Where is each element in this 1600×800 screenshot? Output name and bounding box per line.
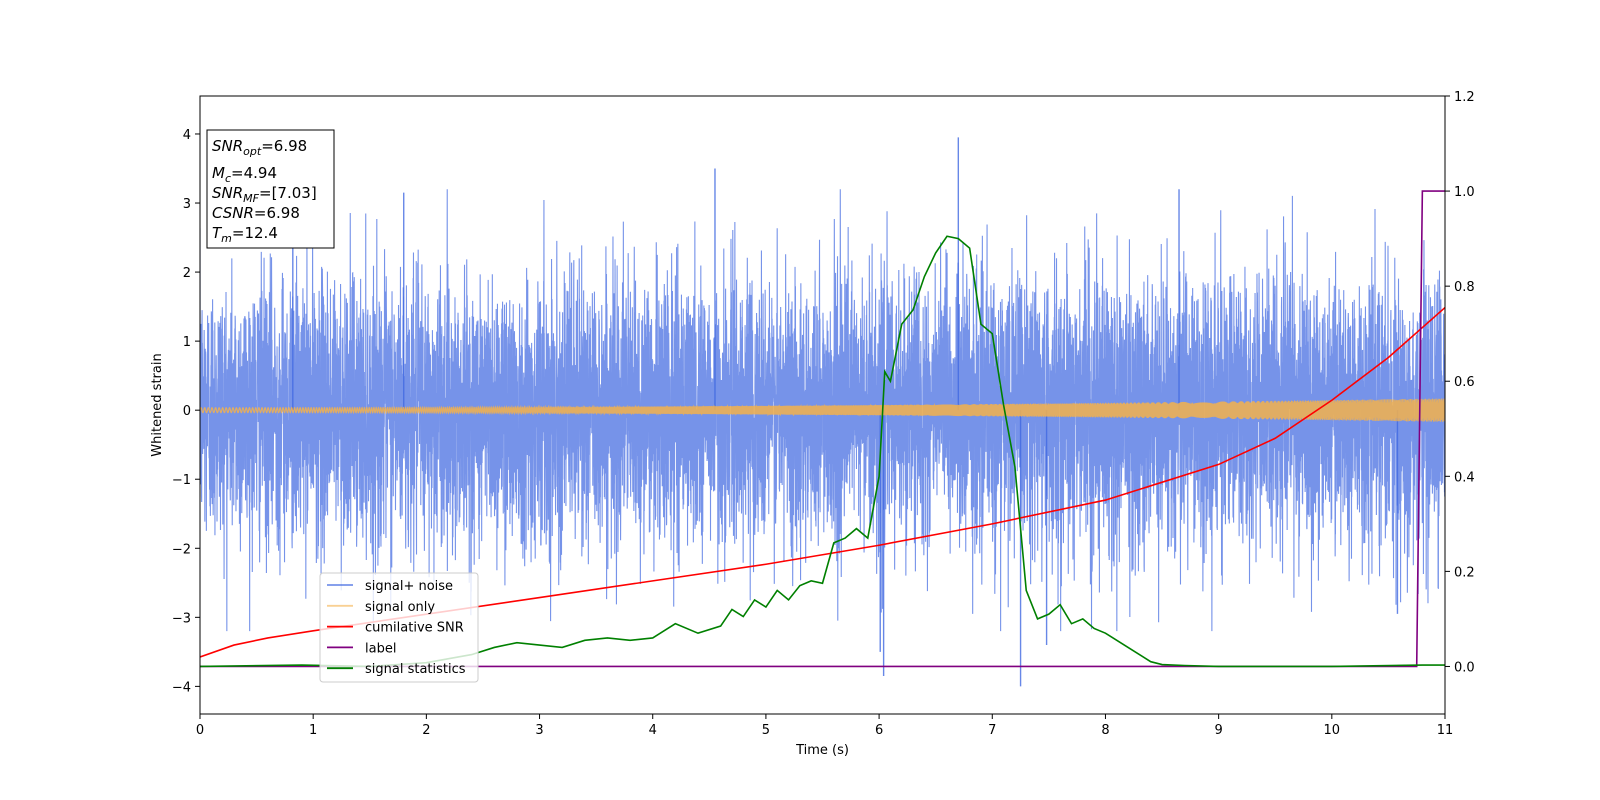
annotation-symbol: SNR — [212, 137, 243, 155]
annotation-frame — [206, 129, 335, 249]
y-tick-label: 2 — [183, 266, 191, 281]
annotation-box: SNRopt=6.98Mc=4.94SNRMF=[7.03]CSNR=6.98T… — [206, 129, 335, 249]
y2-tick-label: 0.4 — [1454, 470, 1475, 485]
axes: 0 1 2 3 4 5 6 7 8 9 10 11 −4 −3 −2 −1 0 1 2 3 4 0.0 0.2 0.4 0.6 0… — [172, 90, 1475, 738]
annotation-line: Tm=12.4 — [212, 224, 278, 245]
plot-frame — [199, 95, 1446, 715]
y-tick-label: 0 — [183, 404, 191, 419]
annotation-value: =[7.03] — [259, 184, 317, 202]
annotation-line: SNRMF=[7.03] — [212, 184, 317, 205]
series-cumulative-snr — [200, 306, 1445, 658]
y2-tick-label: 0.6 — [1454, 375, 1475, 390]
y-tick-label: −2 — [172, 542, 191, 557]
annotation-subscript: m — [221, 232, 232, 245]
y2-tick-label: 0.0 — [1454, 660, 1475, 675]
y-axis-label: Whitened strain — [150, 353, 165, 456]
y-tick-label: 4 — [183, 128, 191, 143]
legend-label: signal only — [365, 600, 435, 615]
y-tick-label: −4 — [172, 680, 191, 695]
y-tick-label: 3 — [183, 197, 191, 212]
y2-tick-label: 1.0 — [1454, 185, 1475, 200]
annotation-subscript: c — [225, 172, 231, 185]
legend-label: label — [365, 641, 396, 656]
legend-label: cumilative SNR — [365, 621, 464, 636]
x-tick-label: 8 — [1101, 723, 1109, 738]
x-tick-label: 0 — [196, 723, 204, 738]
annotation-value: =6.98 — [261, 137, 307, 155]
annotation-value: =6.98 — [254, 204, 300, 222]
x-tick-label: 11 — [1437, 723, 1454, 738]
annotation-symbol: T — [212, 224, 223, 242]
series-signal-noise — [200, 189, 1445, 632]
annotation-symbol: SNR — [212, 184, 243, 202]
legend-frame — [319, 572, 479, 683]
series-signal-statistics — [200, 235, 1445, 668]
x-axis-label: Time (s) — [795, 743, 849, 758]
annotation-line: SNRopt=6.98 — [212, 137, 307, 158]
x-tick-label: 10 — [1324, 723, 1341, 738]
x-tick-label: 7 — [988, 723, 996, 738]
x-tick-label: 2 — [422, 723, 430, 738]
x-tick-label: 9 — [1214, 723, 1222, 738]
annotation-line: CSNR=6.98 — [212, 204, 300, 222]
y2-tick-label: 0.8 — [1454, 280, 1475, 295]
x-tick-label: 4 — [649, 723, 657, 738]
annotation-symbol: CSNR — [212, 204, 254, 222]
x-tick-label: 5 — [762, 723, 770, 738]
annotation-value: =4.94 — [231, 164, 277, 182]
y-tick-label: 1 — [183, 335, 191, 350]
legend: signal+ noise signal only cumilative SNR la… — [319, 572, 479, 683]
annotation-symbol: M — [212, 164, 225, 182]
x-tick-label: 3 — [535, 723, 543, 738]
legend-label: signal statistics — [365, 662, 466, 677]
y-tick-label: −1 — [172, 473, 191, 488]
y-tick-label: −3 — [172, 611, 191, 626]
series-label — [200, 190, 1445, 668]
annotation-line: Mc=4.94 — [212, 164, 277, 185]
annotation-subscript: MF — [243, 192, 259, 205]
y2-tick-label: 0.2 — [1454, 565, 1475, 580]
y2-tick-label: 1.2 — [1454, 90, 1475, 105]
legend-label: signal+ noise — [365, 579, 453, 594]
series-signal-only — [200, 398, 1445, 422]
x-tick-label: 6 — [875, 723, 883, 738]
annotation-value: =12.4 — [232, 224, 278, 242]
plot-area — [200, 137, 1445, 687]
annotation-subscript: opt — [243, 145, 262, 158]
x-tick-label: 1 — [309, 723, 317, 738]
